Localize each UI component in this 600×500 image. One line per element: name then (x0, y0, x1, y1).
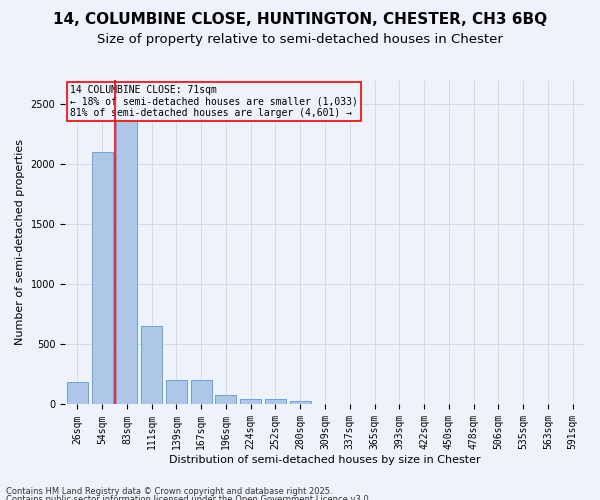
Bar (215, 396, 236, 404)
X-axis label: Distribution of semi-detached houses by size in Chester: Distribution of semi-detached houses by … (169, 455, 481, 465)
Text: Size of property relative to semi-detached houses in Chester: Size of property relative to semi-detach… (97, 32, 503, 46)
Bar (166, 380, 187, 404)
Bar (240, 399, 261, 404)
Bar (116, 114, 137, 405)
Text: 14, COLUMBINE CLOSE, HUNTINGTON, CHESTER, CH3 6BQ: 14, COLUMBINE CLOSE, HUNTINGTON, CHESTER… (53, 12, 547, 28)
Bar (141, 326, 162, 404)
Y-axis label: Number of semi-detached properties: Number of semi-detached properties (15, 139, 25, 345)
Text: Contains HM Land Registry data © Crown copyright and database right 2025.: Contains HM Land Registry data © Crown c… (6, 488, 332, 496)
Bar (191, 380, 212, 404)
Bar (67, 382, 88, 404)
Text: 14 COLUMBINE CLOSE: 71sqm
← 18% of semi-detached houses are smaller (1,033)
81% : 14 COLUMBINE CLOSE: 71sqm ← 18% of semi-… (70, 85, 358, 118)
Bar (290, 401, 311, 404)
Bar (265, 399, 286, 404)
Bar (92, 152, 113, 405)
Text: Contains public sector information licensed under the Open Government Licence v3: Contains public sector information licen… (6, 495, 371, 500)
